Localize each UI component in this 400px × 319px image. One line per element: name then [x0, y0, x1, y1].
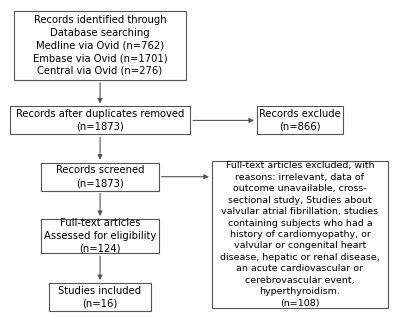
Text: Records exclude
(n=866): Records exclude (n=866): [259, 109, 341, 132]
Text: Full-text articles
Assessed for eligibility
(n=124): Full-text articles Assessed for eligibil…: [44, 218, 156, 254]
FancyBboxPatch shape: [10, 106, 190, 135]
FancyBboxPatch shape: [41, 163, 159, 191]
FancyBboxPatch shape: [14, 11, 186, 80]
FancyBboxPatch shape: [212, 161, 388, 308]
Text: Records identified through
Database searching
Medline via Ovid (n=762)
Embase vi: Records identified through Database sear…: [33, 15, 167, 76]
FancyBboxPatch shape: [41, 219, 159, 253]
Text: Full-text articles excluded, with
reasons: irrelevant, data of
outcome unavailab: Full-text articles excluded, with reason…: [220, 161, 380, 308]
FancyBboxPatch shape: [49, 283, 151, 311]
Text: Studies included
(n=16): Studies included (n=16): [58, 286, 142, 308]
Text: Records after duplicates removed
(n=1873): Records after duplicates removed (n=1873…: [16, 109, 184, 132]
FancyBboxPatch shape: [257, 106, 343, 135]
Text: Records screened
(n=1873): Records screened (n=1873): [56, 165, 144, 188]
